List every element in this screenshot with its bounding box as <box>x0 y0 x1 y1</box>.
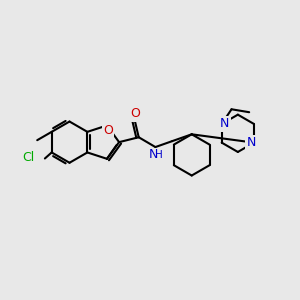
Text: N: N <box>149 148 158 161</box>
Text: H: H <box>155 150 163 160</box>
Text: O: O <box>103 124 113 137</box>
Text: N: N <box>246 136 256 149</box>
Text: N: N <box>220 118 229 130</box>
Text: O: O <box>130 107 140 120</box>
Text: Cl: Cl <box>22 151 34 164</box>
